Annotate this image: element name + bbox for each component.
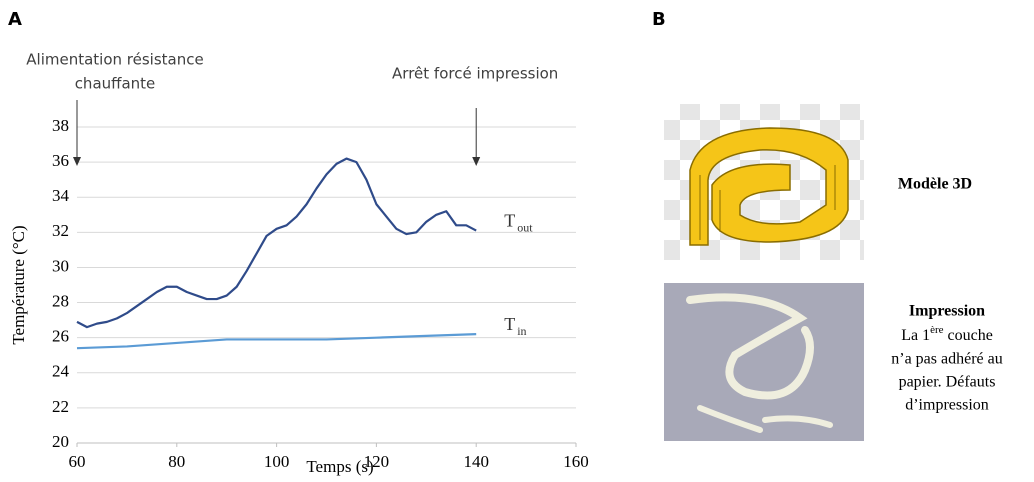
y-tick-label: 34 [52, 186, 70, 205]
y-tick-label: 32 [52, 221, 69, 240]
annotation: Alimentation résistance [26, 51, 203, 69]
series-subscript: out [517, 220, 533, 234]
caption-part: couche [944, 327, 993, 344]
annotation: chauffante [75, 75, 156, 93]
y-tick-label: 22 [52, 397, 69, 416]
y-tick-label: 24 [52, 362, 70, 381]
print-photo [664, 283, 864, 441]
panel-label: B [652, 9, 666, 30]
x-tick-label: 100 [264, 452, 290, 471]
x-tick-label: 80 [168, 452, 185, 471]
x-tick-label: 140 [463, 452, 489, 471]
y-tick-label: 38 [52, 116, 69, 135]
y-axis-label: Température (°C) [9, 225, 28, 344]
y-tick-label: 36 [52, 151, 69, 170]
annotation-arrowhead [472, 157, 481, 166]
series-name: T [504, 211, 515, 231]
annotation: Arrêt forcé impression [392, 65, 558, 83]
line [76, 157, 477, 329]
caption-part: La 1 [901, 327, 930, 344]
y-tick-label: 30 [52, 256, 69, 275]
x-tick-label: 160 [563, 452, 589, 471]
caption: n’a pas adhéré au [891, 351, 1003, 368]
series-subscript: in [517, 324, 526, 338]
y-tick-label: 26 [52, 327, 69, 346]
caption: Modèle 3D [898, 176, 972, 193]
caption: papier. Défauts [899, 374, 996, 391]
x-tick-label: 120 [364, 452, 390, 471]
line [76, 333, 477, 350]
y-tick-label: 20 [52, 432, 69, 451]
caption: La 1ère couche [901, 324, 993, 344]
series-name: T [504, 314, 515, 334]
caption-sup: ère [930, 324, 944, 336]
x-axis-label: Temps (s) [306, 457, 373, 476]
annotation-arrowhead [73, 157, 81, 166]
panel-label: A [8, 9, 22, 30]
caption: d’impression [905, 397, 989, 414]
model-image [664, 104, 864, 260]
y-tick-label: 28 [52, 291, 69, 310]
x-tick-label: 60 [69, 452, 86, 471]
caption: Impression [909, 303, 985, 320]
